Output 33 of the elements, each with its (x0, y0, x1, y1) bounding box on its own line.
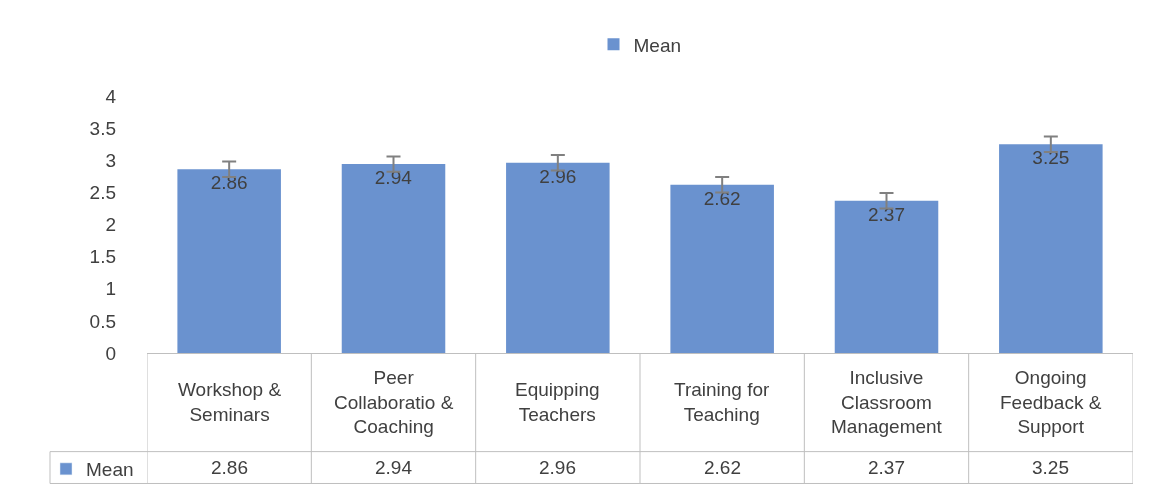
data-label: 2.62 (704, 457, 741, 478)
bar (670, 184, 774, 353)
text: 2.96 (539, 165, 577, 187)
x-tick-label: Training for Teaching (674, 379, 771, 425)
y-tick-label: 1 (105, 278, 116, 300)
y-tick-label: 3.5 (89, 117, 116, 139)
x-tick-label: Peer Collaboratio & Coaching (334, 367, 454, 438)
text: Mean (86, 459, 134, 481)
x-tick-label: Workshop & Seminars (178, 379, 282, 425)
y-tick-label: 2.5 (89, 182, 116, 204)
x-tick-label: Equipping Teachers (515, 379, 600, 425)
y-tick-label: 1.5 (89, 246, 116, 268)
y-tick-label: 0.5 (89, 310, 116, 332)
text: 2.37 (868, 203, 905, 225)
y-tick-label: 4 (105, 85, 117, 107)
bar (177, 169, 281, 353)
bar (999, 144, 1103, 353)
data-label: 2.37 (868, 457, 905, 478)
data-label: 2.86 (211, 457, 248, 478)
data-label: 2.94 (375, 457, 413, 478)
legend-label: Mean (633, 34, 682, 56)
x-tick-label: Ongoing Feedback & Support (1000, 367, 1102, 438)
bar (834, 200, 939, 353)
y-tick-label: 2 (105, 214, 116, 236)
data-label: 2.96 (539, 457, 576, 478)
x-tick-label: Inclusive Classroom Management (831, 367, 943, 438)
bar (341, 164, 446, 353)
y-tick-label: 0 (105, 342, 116, 364)
text: 2.62 (703, 187, 741, 209)
data-label: 3.25 (1032, 457, 1069, 478)
text: 2.94 (374, 167, 412, 189)
bar (506, 162, 610, 353)
y-tick-label: 3 (105, 149, 116, 171)
